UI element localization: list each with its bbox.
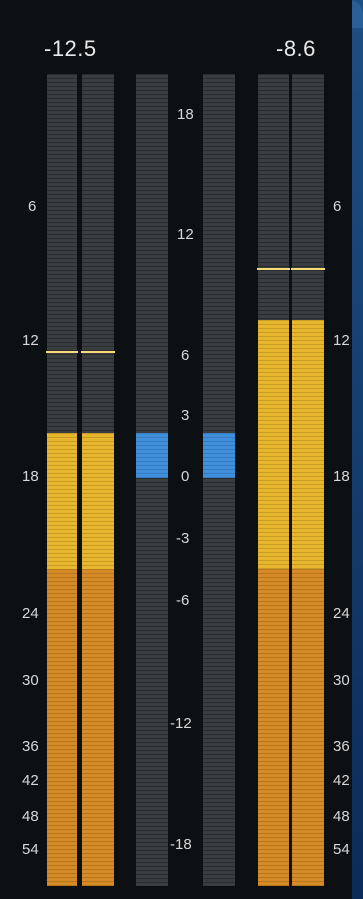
left-meter-bar-1 <box>47 74 77 886</box>
center-scale-label-minus-6: -6 <box>176 592 189 609</box>
level-fill-upper <box>258 320 289 570</box>
level-fill-upper <box>82 433 114 570</box>
left-scale-label-30: 30 <box>22 672 39 689</box>
left-scale-label-42: 42 <box>22 772 39 789</box>
left-scale-label-12: 12 <box>22 332 39 349</box>
level-fill-upper <box>47 433 77 570</box>
right-scale-label-6: 6 <box>333 198 341 215</box>
center-scale-label-minus-3: -3 <box>176 530 189 547</box>
peak-hold-line <box>257 268 290 270</box>
gain-reduction-bar-1 <box>136 74 168 886</box>
right-scale-label-36: 36 <box>333 738 350 755</box>
level-fill-upper <box>292 320 324 570</box>
left-peak-readout[interactable]: -12.5 <box>44 36 97 62</box>
peak-hold-line <box>46 351 78 353</box>
center-scale-label-12: 12 <box>177 226 194 243</box>
center-scale-label-0: 0 <box>181 468 189 485</box>
level-fill-lower <box>258 569 289 886</box>
right-meter-bar-1 <box>258 74 289 886</box>
left-scale-label-36: 36 <box>22 738 39 755</box>
center-scale-label-3: 3 <box>181 407 189 424</box>
right-peak-readout[interactable]: -8.6 <box>276 36 316 62</box>
right-scale-label-42: 42 <box>333 772 350 789</box>
level-fill-lower <box>292 569 324 886</box>
left-scale-label-6: 6 <box>28 198 36 215</box>
gain-reduction-fill <box>203 433 235 478</box>
peak-hold-line <box>291 268 325 270</box>
peak-hold-line <box>81 351 115 353</box>
level-fill-lower <box>47 569 77 886</box>
level-fill-lower <box>82 569 114 886</box>
right-scale-label-48: 48 <box>333 808 350 825</box>
left-scale-label-48: 48 <box>22 808 39 825</box>
right-scale-label-12: 12 <box>333 332 350 349</box>
right-meter-bar-2 <box>292 74 324 886</box>
center-scale-label-6: 6 <box>181 347 189 364</box>
gain-reduction-bar-2 <box>203 74 235 886</box>
center-scale-label-minus-18: -18 <box>170 836 192 853</box>
right-scale-label-54: 54 <box>333 841 350 858</box>
window-frame-edge <box>352 0 363 899</box>
right-scale-label-24: 24 <box>333 605 350 622</box>
gain-reduction-fill <box>136 433 168 478</box>
center-scale-label-minus-12: -12 <box>170 715 192 732</box>
right-scale-label-18: 18 <box>333 468 350 485</box>
left-scale-label-54: 54 <box>22 841 39 858</box>
right-scale-label-30: 30 <box>333 672 350 689</box>
center-scale-label-18: 18 <box>177 106 194 123</box>
meter-area: -12.5 -8.6 6 12 18 24 30 36 42 48 54 6 1… <box>0 0 352 899</box>
left-scale-label-18: 18 <box>22 468 39 485</box>
left-meter-bar-2 <box>82 74 114 886</box>
left-scale-label-24: 24 <box>22 605 39 622</box>
